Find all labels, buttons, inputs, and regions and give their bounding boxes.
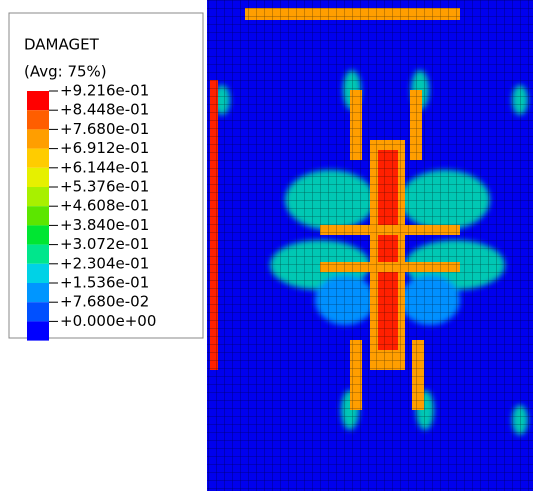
legend-swatch xyxy=(27,149,49,168)
legend-swatch xyxy=(27,91,49,110)
legend-label: +3.072e-01 xyxy=(60,235,149,253)
legend-label: +3.840e-01 xyxy=(60,216,149,234)
contour-plot xyxy=(207,0,533,491)
screenshot: DAMAGET (Avg: 75%) +9.216e-01+8.448e-01+… xyxy=(0,0,560,491)
legend-swatch xyxy=(27,264,49,283)
legend-label: +2.304e-01 xyxy=(60,254,149,272)
legend-swatch xyxy=(27,321,49,340)
legend-swatch xyxy=(27,206,49,225)
legend-swatch xyxy=(27,129,49,148)
legend-label: +0.000e+00 xyxy=(60,312,156,330)
legend-swatch xyxy=(27,283,49,302)
legend-label: +5.376e-01 xyxy=(60,178,149,196)
legend-swatch xyxy=(27,168,49,187)
legend-label: +6.144e-01 xyxy=(60,158,149,176)
legend-swatch xyxy=(27,110,49,129)
legend-label: +7.680e-02 xyxy=(60,293,149,311)
legend-swatch xyxy=(27,302,49,321)
legend-label: +6.912e-01 xyxy=(60,139,149,157)
legend-swatch xyxy=(27,187,49,206)
legend-label: +4.608e-01 xyxy=(60,197,149,215)
legend-label: +7.680e-01 xyxy=(60,120,149,138)
legend: +9.216e-01+8.448e-01+7.680e-01+6.912e-01… xyxy=(27,82,156,341)
legend-swatch xyxy=(27,225,49,244)
legend-title: DAMAGET xyxy=(24,36,100,54)
legend-label: +9.216e-01 xyxy=(60,82,149,100)
legend-label: +1.536e-01 xyxy=(60,274,149,292)
legend-swatch xyxy=(27,245,49,264)
legend-label: +8.448e-01 xyxy=(60,101,149,119)
legend-subtitle: (Avg: 75%) xyxy=(24,63,107,81)
